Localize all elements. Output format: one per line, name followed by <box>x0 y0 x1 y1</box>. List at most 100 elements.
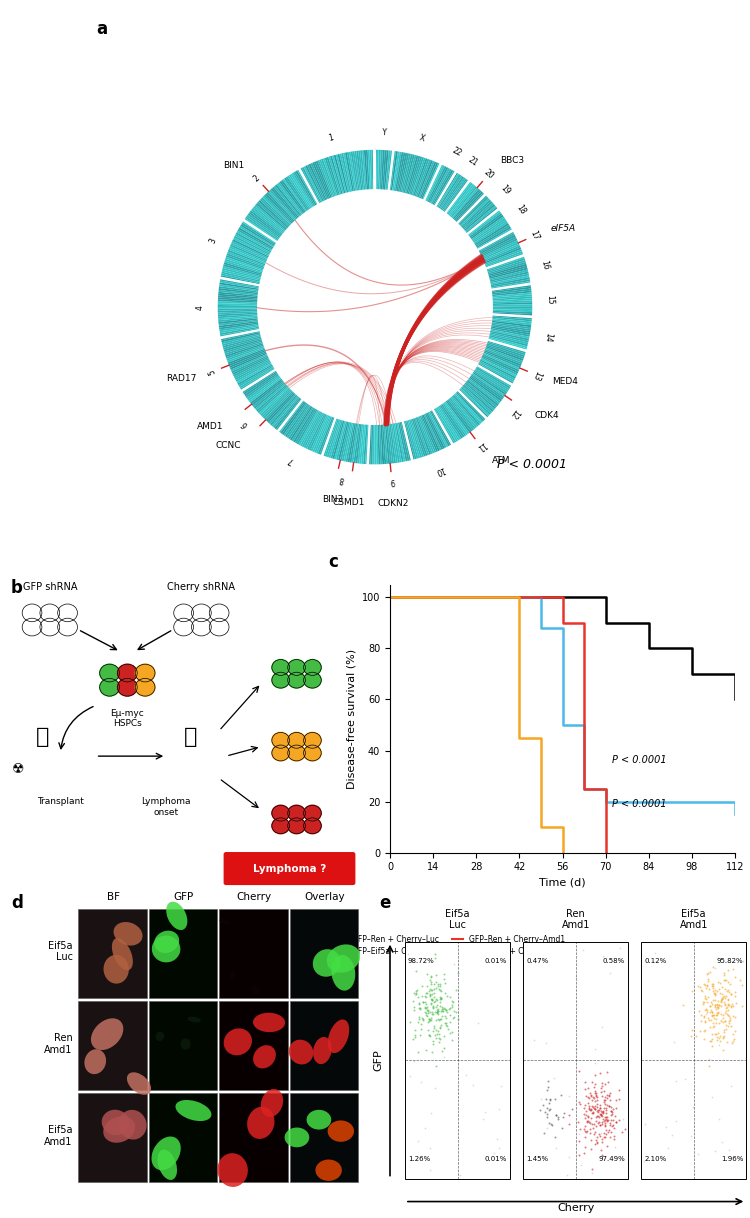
Ellipse shape <box>112 938 133 971</box>
Polygon shape <box>219 319 258 325</box>
Point <box>703 1056 715 1075</box>
Point <box>586 1104 598 1123</box>
Polygon shape <box>304 166 322 202</box>
Polygon shape <box>235 361 271 380</box>
Text: Cherry shRNA: Cherry shRNA <box>167 582 236 592</box>
Polygon shape <box>397 423 406 462</box>
Point <box>602 1119 614 1139</box>
Point <box>549 1127 561 1146</box>
Text: 5: 5 <box>207 368 218 375</box>
Polygon shape <box>493 306 532 308</box>
Point <box>616 1122 628 1141</box>
Point <box>440 999 452 1018</box>
Point <box>585 1099 597 1118</box>
Point <box>434 976 446 995</box>
Polygon shape <box>251 208 283 235</box>
Polygon shape <box>490 278 530 286</box>
Polygon shape <box>466 380 499 406</box>
Polygon shape <box>492 319 532 325</box>
Polygon shape <box>239 367 274 389</box>
Polygon shape <box>475 223 509 245</box>
Point <box>430 1002 442 1022</box>
Point <box>439 1007 451 1027</box>
Polygon shape <box>230 246 266 263</box>
Polygon shape <box>353 424 360 463</box>
Text: 9: 9 <box>389 476 394 486</box>
Point <box>409 1027 421 1046</box>
Polygon shape <box>426 413 445 448</box>
Point <box>595 1105 607 1124</box>
Circle shape <box>100 678 119 697</box>
Point <box>534 1100 546 1119</box>
Point <box>573 1145 585 1164</box>
Polygon shape <box>433 409 454 443</box>
Polygon shape <box>268 191 296 220</box>
Circle shape <box>191 619 211 636</box>
Text: Eif5a
Amd1: Eif5a Amd1 <box>44 1125 73 1146</box>
Point <box>718 965 730 984</box>
Polygon shape <box>478 231 514 252</box>
Polygon shape <box>456 392 484 421</box>
Point <box>602 1136 613 1156</box>
Polygon shape <box>414 418 429 456</box>
Polygon shape <box>368 150 371 189</box>
Polygon shape <box>491 325 530 333</box>
Polygon shape <box>397 152 406 191</box>
Point <box>430 1002 442 1022</box>
Point <box>548 1068 560 1088</box>
Point <box>435 1016 447 1035</box>
Polygon shape <box>256 203 286 230</box>
Polygon shape <box>340 423 350 460</box>
Point <box>604 1086 616 1106</box>
Polygon shape <box>471 374 504 398</box>
Point <box>563 1147 575 1167</box>
Text: 18: 18 <box>514 203 526 217</box>
Polygon shape <box>274 398 301 429</box>
Point <box>587 1118 599 1138</box>
Point <box>710 995 722 1015</box>
Text: c: c <box>328 553 338 571</box>
Polygon shape <box>389 151 396 190</box>
Point <box>452 1010 464 1029</box>
Point <box>435 989 447 1009</box>
Point <box>703 1049 715 1068</box>
Polygon shape <box>300 168 320 203</box>
Point <box>701 977 713 996</box>
Text: P < 0.0001: P < 0.0001 <box>612 755 667 765</box>
Polygon shape <box>448 398 474 430</box>
Polygon shape <box>323 418 338 456</box>
Polygon shape <box>452 396 478 426</box>
Polygon shape <box>459 196 488 225</box>
Polygon shape <box>302 167 321 202</box>
Polygon shape <box>250 379 282 404</box>
Point <box>436 996 448 1016</box>
Point <box>596 1073 608 1093</box>
Polygon shape <box>219 323 258 330</box>
Point <box>595 1101 607 1121</box>
Ellipse shape <box>176 1100 211 1121</box>
Polygon shape <box>273 397 299 428</box>
Ellipse shape <box>155 1032 164 1041</box>
Text: 14: 14 <box>542 331 553 342</box>
Polygon shape <box>466 381 497 408</box>
Polygon shape <box>264 391 293 420</box>
Point <box>716 989 728 1009</box>
Point <box>422 1006 434 1026</box>
Point <box>609 1107 621 1127</box>
Text: Y: Y <box>382 128 387 136</box>
Point <box>706 974 718 994</box>
Point <box>420 988 432 1007</box>
Point <box>713 1013 725 1033</box>
Point <box>488 1142 500 1162</box>
Point <box>430 1028 442 1047</box>
Polygon shape <box>327 419 340 457</box>
Point <box>425 1011 437 1030</box>
Point <box>706 994 718 1013</box>
Text: 16: 16 <box>539 259 550 270</box>
Text: 22: 22 <box>450 146 463 158</box>
Point <box>718 987 730 1006</box>
Point <box>723 995 735 1015</box>
Polygon shape <box>281 180 306 212</box>
Polygon shape <box>234 359 270 379</box>
Polygon shape <box>305 166 324 201</box>
